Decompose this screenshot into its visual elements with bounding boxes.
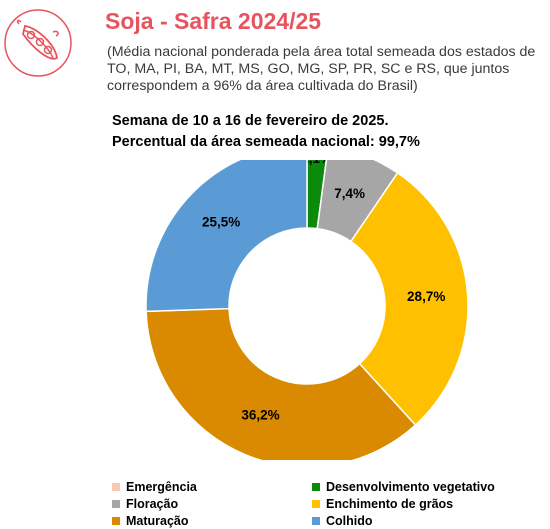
chart-title: Soja - Safra 2024/25 (105, 8, 322, 34)
legend-label-5: Colhido (326, 514, 373, 528)
legend-label-1: Desenvolvimento vegetativo (326, 480, 495, 494)
planted-percent-label: Percentual da área semeada nacional: 99,… (112, 134, 420, 150)
legend-label-0: Emergência (126, 480, 197, 494)
legend-swatch-2 (112, 500, 120, 508)
week-label: Semana de 10 a 16 de fevereiro de 2025. (112, 113, 389, 129)
legend-label-4: Maturação (126, 514, 189, 528)
legend-item-4: Maturação (112, 513, 312, 529)
chart-subtitle: (Média nacional ponderada pela área tota… (107, 44, 536, 94)
slice-label-4: 36,2% (241, 408, 279, 423)
legend-item-1: Desenvolvimento vegetativo (312, 479, 542, 495)
chart-legend: Emergência Desenvolvimento vegetativo Flor… (112, 479, 542, 529)
legend-label-2: Floração (126, 497, 179, 511)
donut-chart: 2,1% 7,4% 28,7% 36,2% 25,5% (145, 160, 469, 460)
slice-label-2: 7,4% (334, 186, 365, 201)
slice-3 (349, 171, 469, 427)
legend-swatch-1 (312, 483, 320, 491)
slice-5 (145, 160, 308, 313)
legend-swatch-4 (112, 517, 120, 525)
soybean-pod-icon (4, 9, 72, 77)
slice-4 (145, 307, 417, 460)
legend-swatch-0 (112, 483, 120, 491)
slice-label-5: 25,5% (202, 214, 240, 229)
slice-label-3: 28,7% (407, 289, 445, 304)
legend-swatch-5 (312, 517, 320, 525)
legend-item-0: Emergência (112, 479, 312, 495)
slice-label-1: 2,1% (301, 160, 332, 166)
legend-item-2: Floração (112, 496, 312, 512)
legend-swatch-3 (312, 500, 320, 508)
legend-item-3: Enchimento de grãos (312, 496, 542, 512)
legend-item-5: Colhido (312, 513, 542, 529)
legend-label-3: Enchimento de grãos (326, 497, 454, 511)
